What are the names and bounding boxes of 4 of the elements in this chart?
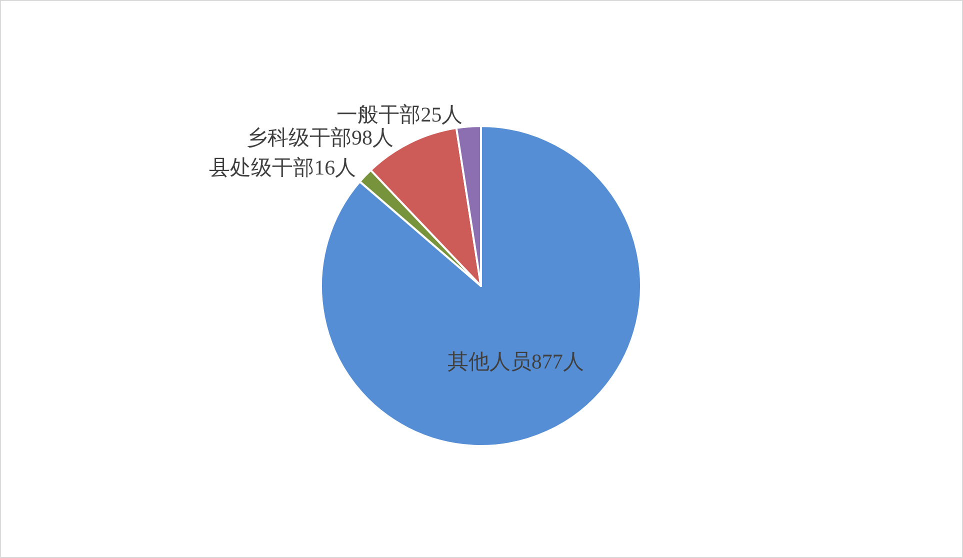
slice-label: 其他人员877人 bbox=[447, 349, 584, 374]
slice-label: 一般干部25人 bbox=[336, 102, 463, 127]
slice-label: 县处级干部16人 bbox=[209, 155, 356, 180]
slice-label: 乡科级干部98人 bbox=[246, 126, 394, 150]
